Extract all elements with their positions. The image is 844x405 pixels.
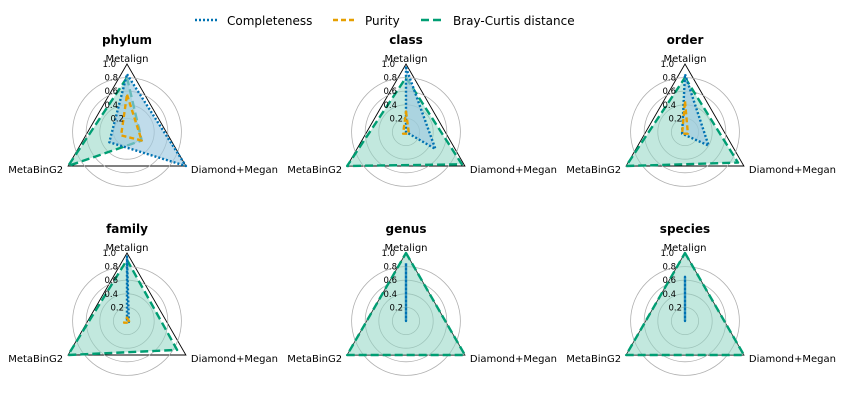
tick-label: 0.8 — [104, 263, 118, 273]
tick-label: 0.8 — [104, 74, 118, 84]
tick-label: 0.6 — [662, 276, 676, 286]
tick-label: 1.0 — [660, 249, 674, 259]
radar-frame — [625, 63, 745, 167]
tick-label: 0.6 — [383, 87, 397, 97]
tick-label: 1.0 — [102, 249, 116, 259]
panels: 0.20.40.60.81.0MetalignDiamond+MeganMeta… — [8, 33, 836, 376]
tick-label: 0.4 — [662, 290, 676, 300]
tick-label: 0.4 — [104, 101, 118, 111]
tick-label: 0.4 — [104, 290, 118, 300]
series-bray-curtis-distance-family — [66, 258, 179, 357]
axis-label-diamond-megan: Diamond+Megan — [470, 165, 557, 176]
legend-label: Purity — [365, 14, 400, 28]
tick-label: 0.8 — [383, 263, 397, 273]
axis-label-metalign: Metalign — [105, 54, 148, 65]
tick-label: 0.2 — [110, 114, 124, 124]
radar-frame — [67, 63, 187, 167]
panel-title: species — [660, 222, 710, 236]
panel-title: order — [667, 33, 704, 47]
tick-label: 1.0 — [381, 60, 395, 70]
series-purity-family — [122, 316, 132, 324]
series-purity-phylum — [119, 93, 143, 142]
tick-label: 0.4 — [383, 290, 397, 300]
tick-label: 0.6 — [383, 276, 397, 286]
tick-label: 0.4 — [662, 101, 676, 111]
axis-label-metalign: Metalign — [384, 54, 427, 65]
legend-label: Bray-Curtis distance — [453, 14, 575, 28]
tick-label: 1.0 — [381, 249, 395, 259]
series-purity-order — [680, 100, 690, 135]
axis-label-metabing2: MetaBinG2 — [8, 165, 63, 176]
legend-label: Completeness — [227, 14, 312, 28]
tick-label: 0.2 — [389, 303, 403, 313]
tick-label: 0.6 — [104, 276, 118, 286]
tick-label: 0.2 — [668, 114, 682, 124]
axis-label-metabing2: MetaBinG2 — [566, 165, 621, 176]
radar-frame — [67, 252, 187, 356]
tick-label: 0.2 — [389, 114, 403, 124]
tick-label: 0.8 — [662, 263, 676, 273]
axis-label-metalign: Metalign — [105, 243, 148, 254]
series-completeness-class — [404, 66, 437, 151]
axis-label-diamond-megan: Diamond+Megan — [191, 354, 278, 365]
tick-label: 0.8 — [662, 74, 676, 84]
panel-title: family — [106, 222, 148, 236]
tick-label: 0.6 — [104, 87, 118, 97]
legend: Completeness Purity Bray-Curtis distance — [195, 14, 575, 28]
axis-label-metabing2: MetaBinG2 — [566, 354, 621, 365]
axis-label-metalign: Metalign — [663, 243, 706, 254]
tick-label: 0.6 — [662, 87, 676, 97]
series-purity-class — [401, 110, 411, 135]
panel-title: genus — [386, 222, 427, 236]
panel-title: class — [389, 33, 423, 47]
tick-label: 0.2 — [668, 303, 682, 313]
tick-label: 0.4 — [383, 101, 397, 111]
axis-label-metalign: Metalign — [663, 54, 706, 65]
tick-label: 1.0 — [102, 60, 116, 70]
axis-label-diamond-megan: Diamond+Megan — [749, 165, 836, 176]
panel-title: phylum — [102, 33, 152, 47]
axis-label-diamond-megan: Diamond+Megan — [749, 354, 836, 365]
axis-label-metabing2: MetaBinG2 — [287, 165, 342, 176]
tick-label: 0.8 — [383, 74, 397, 84]
axis-label-metalign: Metalign — [384, 243, 427, 254]
series-completeness-order — [680, 72, 710, 147]
axis-label-diamond-megan: Diamond+Megan — [191, 165, 278, 176]
axis-label-metabing2: MetaBinG2 — [8, 354, 63, 365]
tick-label: 0.2 — [110, 303, 124, 313]
tick-label: 1.0 — [660, 60, 674, 70]
axis-label-diamond-megan: Diamond+Megan — [470, 354, 557, 365]
axis-label-metabing2: MetaBinG2 — [287, 354, 342, 365]
